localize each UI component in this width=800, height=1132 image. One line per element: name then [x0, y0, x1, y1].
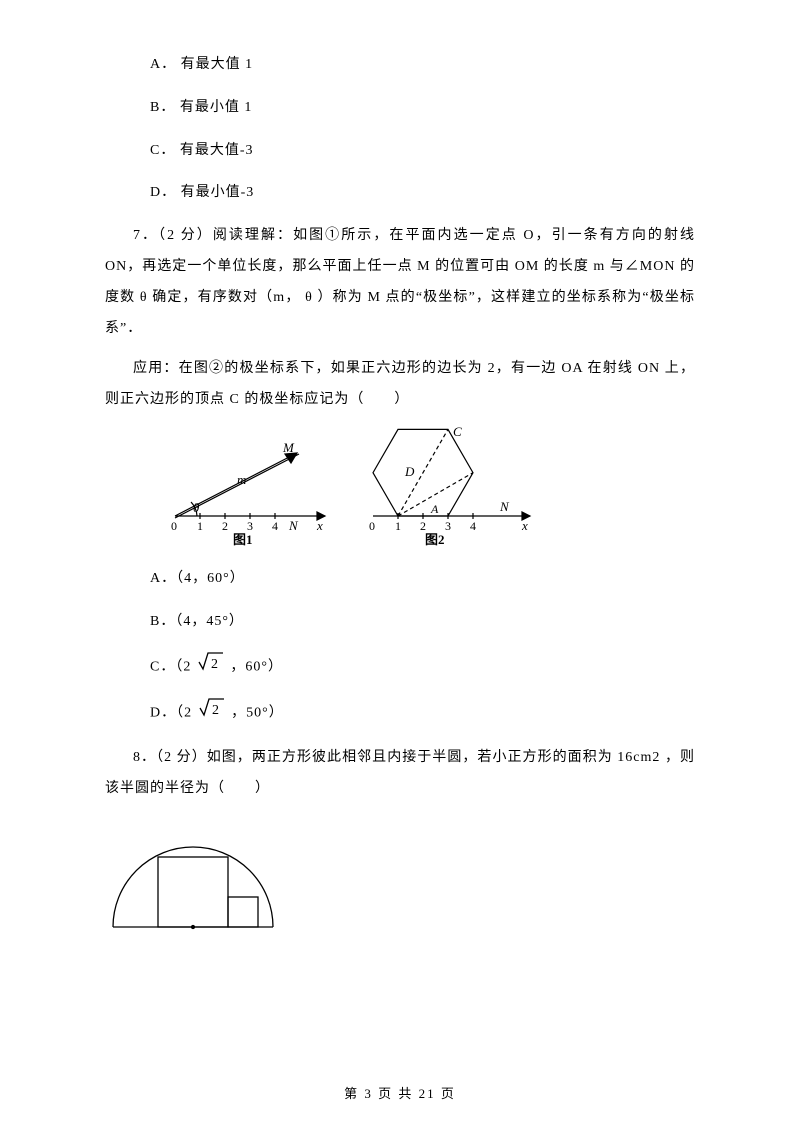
q6-option-b: B． 有最小值 1: [150, 93, 695, 124]
sqrt-icon: 2: [198, 650, 224, 685]
q7-option-a: A．（4，60°）: [150, 564, 695, 595]
svg-text:2: 2: [211, 657, 219, 672]
svg-text:D: D: [404, 464, 415, 479]
svg-text:图1: 图1: [233, 532, 253, 546]
svg-text:3: 3: [247, 519, 253, 533]
q6-option-a: A． 有最大值 1: [150, 50, 695, 81]
svg-text:4: 4: [470, 519, 476, 533]
q7-option-c: C．（2 2 ，60°）: [150, 650, 695, 685]
figure-2: 0 1 2 3 4 N x A C D 图2: [365, 426, 540, 546]
q6-option-c: C． 有最大值-3: [150, 136, 695, 167]
svg-text:2: 2: [222, 519, 228, 533]
svg-text:0: 0: [171, 519, 177, 533]
svg-text:2: 2: [212, 703, 220, 718]
q7-option-b: B．（4，45°）: [150, 607, 695, 638]
q8-figure: [105, 835, 695, 948]
sqrt-icon: 2: [199, 696, 225, 731]
page-footer: 第 3 页 共 21 页: [0, 1083, 800, 1102]
svg-text:图2: 图2: [425, 532, 445, 546]
svg-text:3: 3: [445, 519, 451, 533]
svg-text:A: A: [430, 502, 439, 516]
svg-text:4: 4: [272, 519, 278, 533]
svg-text:m: m: [237, 472, 246, 487]
svg-text:N: N: [288, 518, 299, 533]
svg-text:x: x: [316, 518, 323, 533]
svg-text:1: 1: [197, 519, 203, 533]
q7-stem-2: 应用：在图②的极坐标系下，如果正六边形的边长为 2，有一边 OA 在射线 ON …: [105, 354, 695, 416]
svg-text:0: 0: [369, 519, 375, 533]
q7-stem-1: 7．（2 分）阅读理解：如图①所示，在平面内选一定点 O，引一条有方向的射线 O…: [105, 221, 695, 344]
q7-figures: 0 1 2 3 4 N x M m θ 图1: [165, 426, 695, 546]
svg-text:2: 2: [420, 519, 426, 533]
svg-text:C: C: [453, 426, 462, 439]
q8-stem: 8．（2 分）如图，两正方形彼此相邻且内接于半圆，若小正方形的面积为 16cm2…: [105, 743, 695, 805]
figure-1: 0 1 2 3 4 N x M m θ 图1: [165, 436, 335, 546]
svg-text:N: N: [499, 499, 510, 514]
svg-text:x: x: [521, 518, 528, 533]
q6-option-d: D． 有最小值-3: [150, 178, 695, 209]
svg-text:1: 1: [395, 519, 401, 533]
svg-text:θ: θ: [193, 500, 200, 515]
svg-text:M: M: [282, 440, 295, 455]
q7-option-d: D．（2 2 ，50°）: [150, 696, 695, 731]
